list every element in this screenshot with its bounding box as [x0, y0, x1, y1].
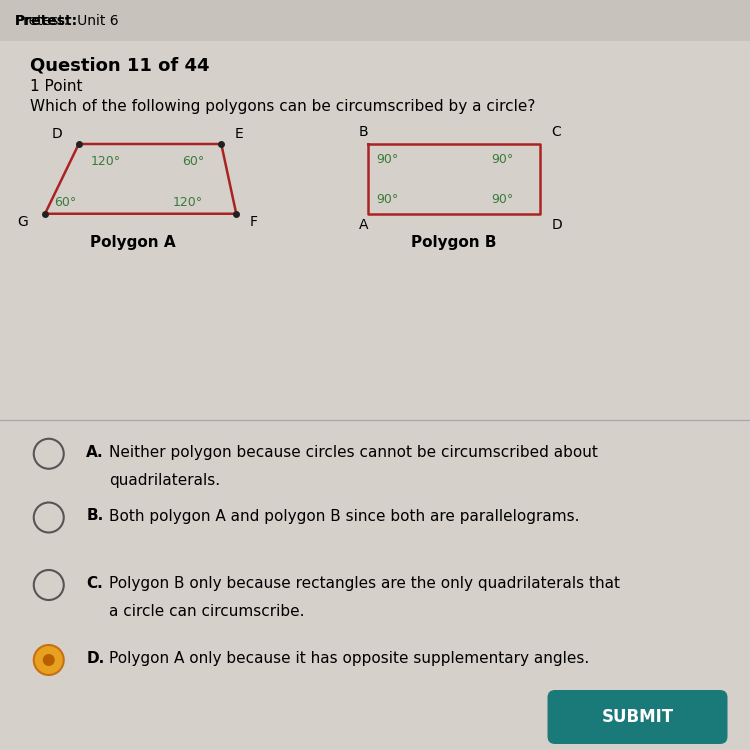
Text: 120°: 120° [91, 155, 121, 168]
FancyBboxPatch shape [548, 690, 728, 744]
Text: Pretest:: Pretest: [15, 14, 78, 28]
Circle shape [34, 645, 64, 675]
Text: D: D [52, 127, 62, 141]
Text: B: B [359, 125, 368, 140]
Text: 60°: 60° [182, 155, 205, 168]
Text: Both polygon A and polygon B since both are parallelograms.: Both polygon A and polygon B since both … [109, 509, 579, 524]
Circle shape [43, 654, 55, 666]
Text: 120°: 120° [172, 196, 202, 209]
Text: Neither polygon because circles cannot be circumscribed about: Neither polygon because circles cannot b… [109, 445, 598, 460]
Text: A: A [359, 218, 368, 232]
Text: Polygon A: Polygon A [90, 235, 176, 250]
Text: 60°: 60° [54, 196, 76, 209]
Text: E: E [235, 127, 244, 141]
Text: D: D [551, 218, 562, 232]
Text: Pretest:  Unit 6: Pretest: Unit 6 [15, 14, 119, 28]
Text: SUBMIT: SUBMIT [602, 708, 674, 726]
Text: G: G [18, 215, 28, 229]
Text: A.: A. [86, 445, 104, 460]
Text: F: F [250, 215, 258, 229]
Text: Polygon B: Polygon B [411, 235, 497, 250]
Text: C.: C. [86, 576, 103, 591]
Bar [0, 0, 750, 41]
Text: Question 11 of 44: Question 11 of 44 [30, 56, 209, 74]
Text: Polygon B only because rectangles are the only quadrilaterals that: Polygon B only because rectangles are th… [109, 576, 619, 591]
Text: 90°: 90° [491, 194, 514, 206]
Text: 90°: 90° [376, 153, 399, 166]
Text: B.: B. [86, 509, 104, 524]
Text: a circle can circumscribe.: a circle can circumscribe. [109, 604, 304, 619]
Text: quadrilaterals.: quadrilaterals. [109, 473, 220, 488]
Text: Which of the following polygons can be circumscribed by a circle?: Which of the following polygons can be c… [30, 99, 536, 114]
Text: 1 Point: 1 Point [30, 79, 82, 94]
Text: C: C [551, 125, 561, 140]
Text: D.: D. [86, 651, 104, 666]
Text: 90°: 90° [376, 194, 399, 206]
Text: 90°: 90° [491, 153, 514, 166]
Text: Polygon A only because it has opposite supplementary angles.: Polygon A only because it has opposite s… [109, 651, 589, 666]
